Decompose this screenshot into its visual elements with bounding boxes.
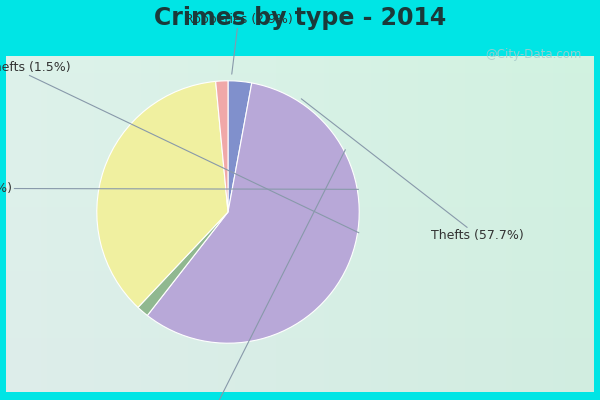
Text: Auto thefts (1.5%): Auto thefts (1.5%) [0,61,359,233]
Text: @City-Data.com: @City-Data.com [485,48,582,61]
Text: Assaults (1.5%): Assaults (1.5%) [166,150,346,400]
Text: Robberies (2.9%): Robberies (2.9%) [185,13,292,74]
Wedge shape [97,81,228,308]
Wedge shape [228,81,252,212]
Text: Thefts (57.7%): Thefts (57.7%) [301,99,524,242]
Wedge shape [138,212,228,316]
Text: Burglaries (36.5%): Burglaries (36.5%) [0,182,358,195]
Wedge shape [148,83,359,343]
Wedge shape [215,81,228,212]
Text: Crimes by type - 2014: Crimes by type - 2014 [154,6,446,30]
